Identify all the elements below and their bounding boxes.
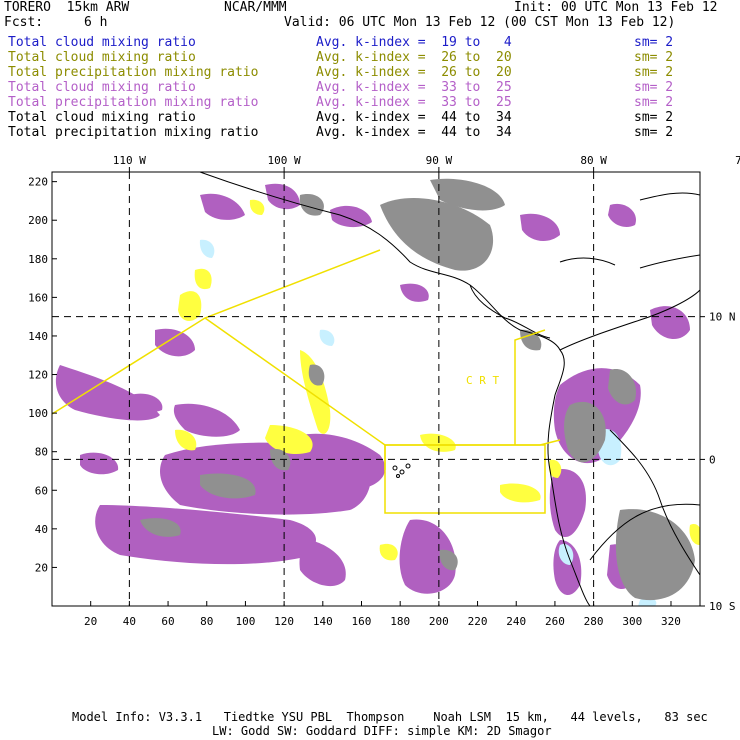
lon-tick-label: 80 W: [580, 154, 607, 167]
map-region-label: C R T: [466, 374, 499, 387]
latitude-axis: 10 N 0 10 S: [700, 311, 736, 613]
legend-kindex: Avg. k-index = 26 to 20: [316, 50, 512, 65]
x-tick-label: 160: [352, 615, 372, 628]
y-tick-label: 220: [28, 176, 48, 189]
init-time: Init: 00 UTC Mon 13 Feb 12: [514, 0, 718, 15]
legend-field: Total cloud mixing ratio: [8, 80, 196, 95]
legend-field: Total cloud mixing ratio: [8, 50, 196, 65]
lat-tick-label: 0: [709, 453, 716, 466]
legend-field: Total precipitation mixing ratio: [8, 95, 259, 110]
plot-frame: [51, 171, 701, 607]
legend-smoothing: sm= 2: [634, 110, 674, 125]
valid-time: Valid: 06 UTC Mon 13 Feb 12 (00 CST Mon …: [284, 15, 676, 30]
x-axis: 20 40 60 80 100 120 140 160 180 200 220 240 260 280 30…: [84, 601, 681, 628]
x-tick-label: 180: [390, 615, 410, 628]
model-title: TORERO 15km ARW: [4, 0, 130, 15]
lon-tick-label: 70 W: [735, 154, 740, 167]
x-tick-label: 40: [123, 615, 136, 628]
y-tick-label: 160: [28, 291, 48, 304]
legend-kindex: Avg. k-index = 33 to 25: [316, 80, 512, 95]
x-tick-label: 120: [274, 615, 294, 628]
y-tick-label: 140: [28, 330, 48, 343]
x-tick-label: 320: [661, 615, 681, 628]
x-tick-label: 20: [84, 615, 97, 628]
lon-tick-label: 110 W: [113, 154, 146, 167]
model-info: Model Info: V3.3.1 Tiedtke YSU PBL Thomp…: [72, 710, 708, 724]
legend-field: Total cloud mixing ratio: [8, 110, 196, 125]
x-tick-label: 220: [468, 615, 488, 628]
y-axis: 20 40 60 80 100 120 140 160 180 200 220: [28, 176, 57, 574]
x-tick-label: 60: [161, 615, 174, 628]
x-tick-label: 100: [235, 615, 255, 628]
legend-smoothing: sm= 2: [634, 95, 674, 110]
x-tick-label: 200: [429, 615, 449, 628]
x-tick-label: 280: [584, 615, 604, 628]
legend-smoothing: sm= 2: [634, 50, 674, 65]
y-tick-label: 80: [35, 446, 48, 459]
fcst-label: Fcst:: [4, 15, 44, 30]
lat-tick-label: 10 S: [709, 600, 736, 613]
y-tick-label: 60: [35, 484, 48, 497]
y-tick-label: 20: [35, 561, 48, 574]
y-tick-label: 100: [28, 407, 48, 420]
legend-kindex: Avg. k-index = 33 to 25: [316, 95, 512, 110]
lon-tick-label: 90 W: [426, 154, 453, 167]
legend-smoothing: sm= 2: [634, 35, 674, 50]
legend-kindex: Avg. k-index = 44 to 34: [316, 110, 512, 125]
legend-smoothing: sm= 2: [634, 65, 674, 80]
x-tick-label: 140: [313, 615, 333, 628]
legend-kindex: Avg. k-index = 26 to 20: [316, 65, 512, 80]
legend-field: Total cloud mixing ratio: [8, 35, 196, 50]
legend-smoothing: sm= 2: [634, 125, 674, 140]
x-tick-label: 240: [506, 615, 526, 628]
org-label: NCAR/MMM: [224, 0, 287, 15]
legend-field: Total precipitation mixing ratio: [8, 65, 259, 80]
lat-lon-grid: [52, 172, 700, 606]
boundary-outlines: [52, 249, 561, 514]
x-tick-label: 300: [622, 615, 642, 628]
fcst-value: 6 h: [84, 15, 108, 30]
y-tick-label: 40: [35, 523, 48, 536]
legend-kindex: Avg. k-index = 44 to 34: [316, 125, 512, 140]
x-tick-label: 260: [545, 615, 565, 628]
legend-field: Total precipitation mixing ratio: [8, 125, 259, 140]
longitude-axis: 110 W 100 W 90 W 80 W 70 W: [113, 154, 740, 172]
y-tick-label: 180: [28, 253, 48, 266]
y-tick-label: 120: [28, 369, 48, 382]
x-tick-label: 80: [200, 615, 213, 628]
model-physics: LW: Godd SW: Goddard DIFF: simple KM: 2D…: [212, 724, 552, 738]
legend-smoothing: sm= 2: [634, 80, 674, 95]
lat-tick-label: 10 N: [709, 311, 736, 324]
legend-kindex: Avg. k-index = 19 to 4: [316, 35, 512, 50]
lon-tick-label: 100 W: [268, 154, 301, 167]
y-tick-label: 200: [28, 214, 48, 227]
